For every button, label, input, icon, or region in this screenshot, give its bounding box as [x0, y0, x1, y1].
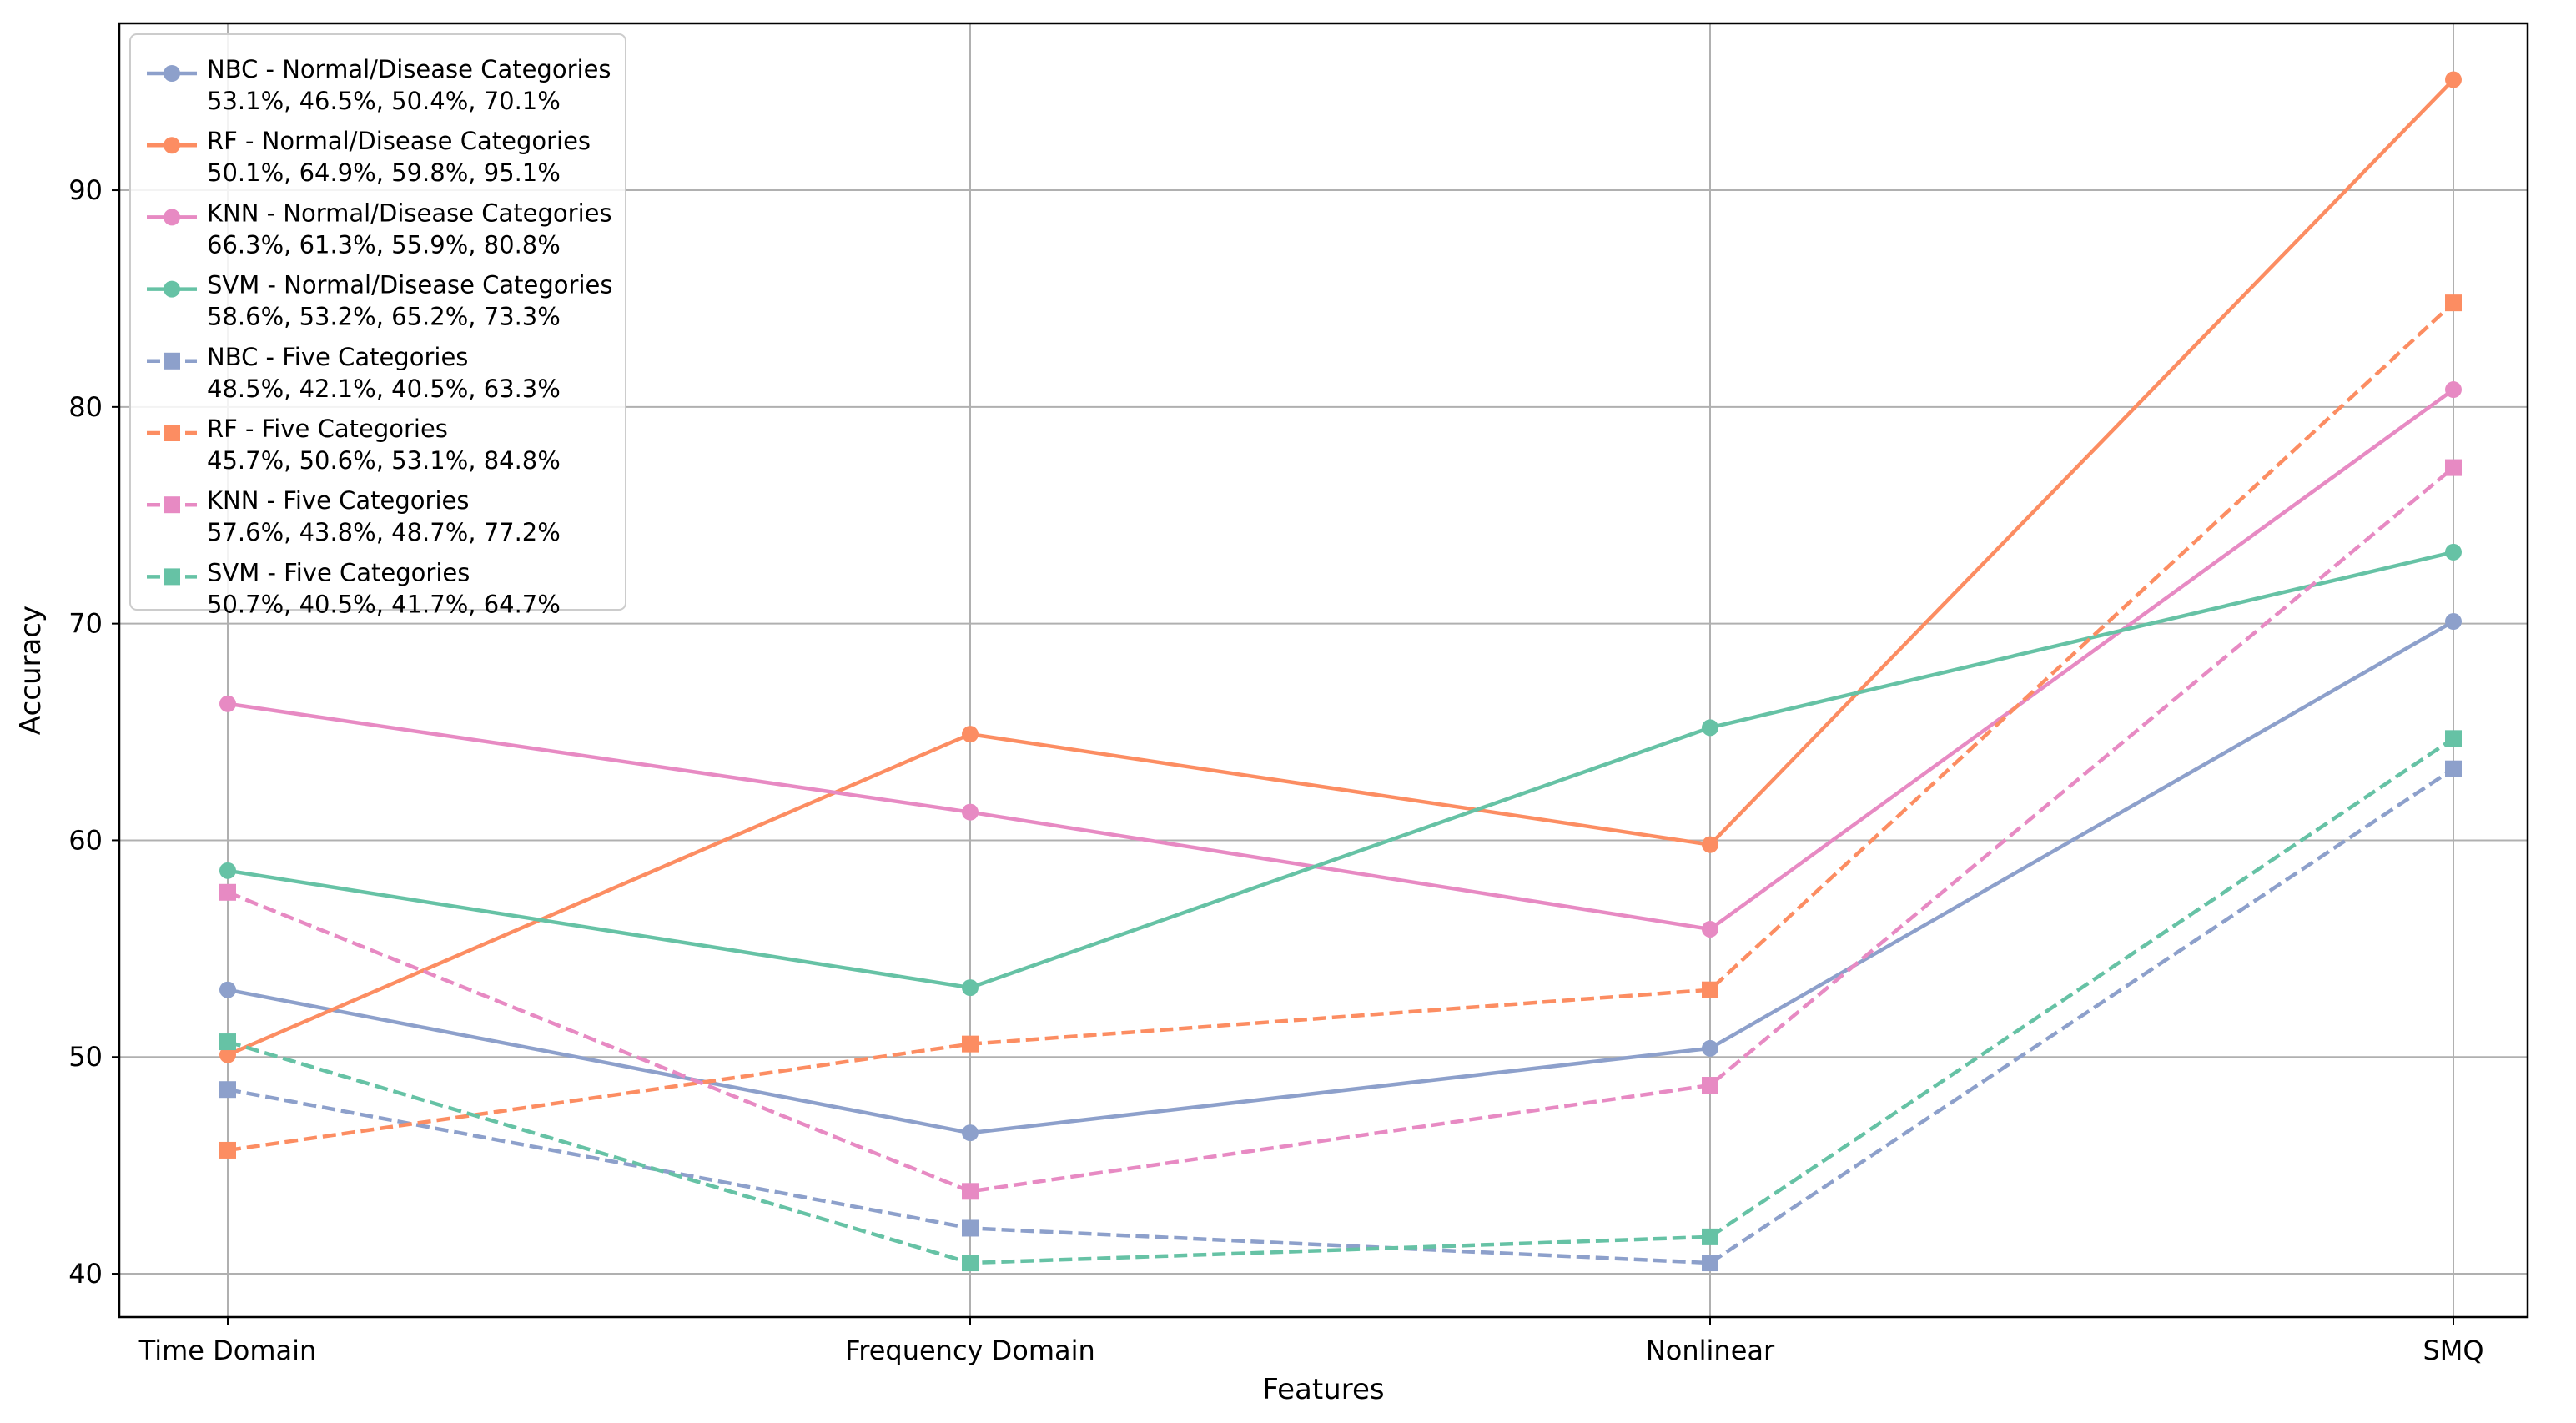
data-point: [1702, 719, 1718, 737]
data-point: [1702, 981, 1718, 998]
data-point: [219, 862, 236, 879]
data-point: [962, 1255, 979, 1272]
series-line: [227, 388, 2455, 932]
legend-entry: SVM - Five Categories 50.7%, 40.5%, 41.7%…: [147, 558, 561, 618]
series-4: [219, 543, 2462, 997]
data-point: [2445, 459, 2462, 476]
series-line: [227, 620, 2455, 1135]
legend-values: 57.6%, 43.8%, 48.7%, 77.2%: [207, 518, 561, 546]
series-1: [219, 613, 2462, 1142]
series-line: [227, 737, 2455, 1265]
data-point: [962, 1219, 979, 1237]
legend-circle-marker: [164, 137, 180, 154]
legend-entry: RF - Normal/Disease Categories 50.1%, 64.…: [147, 127, 591, 187]
legend-entry: RF - Five Categories 45.7%, 50.6%, 53.1%,…: [147, 415, 561, 475]
data-point: [2445, 760, 2462, 777]
y-axis-label: Accuracy: [14, 606, 48, 735]
series-8: [219, 730, 2462, 1272]
series-3: [219, 381, 2462, 938]
x-axis-label: Features: [1262, 1373, 1384, 1406]
legend-label: NBC - Normal/Disease Categories: [207, 55, 611, 83]
series-6: [219, 294, 2462, 1159]
legend-box: [129, 33, 626, 611]
legend: NBC - Normal/Disease Categories 53.1%, 46…: [129, 33, 626, 618]
legend-values: 58.6%, 53.2%, 65.2%, 73.3%: [207, 303, 561, 331]
y-tick-label: 70: [68, 608, 103, 640]
data-point: [962, 726, 979, 743]
y-tick-label: 80: [68, 391, 103, 423]
legend-entry: KNN - Five Categories 57.6%, 43.8%, 48.7%…: [147, 486, 561, 546]
legend-label: SVM - Five Categories: [207, 558, 470, 586]
x-tick-label: SMQ: [2423, 1335, 2483, 1366]
plot-frame: [118, 22, 2529, 1319]
tick-layer: Time Domain Frequency Domain Nonlinear SMQ 4…: [68, 174, 2483, 1366]
legend-label: KNN - Five Categories: [207, 486, 469, 515]
legend-circle-marker: [164, 65, 180, 82]
legend-square-marker: [164, 568, 180, 586]
data-point: [219, 981, 236, 998]
series-line: [227, 301, 2455, 1153]
legend-label: NBC - Five Categories: [207, 343, 468, 371]
data-point: [219, 1141, 236, 1159]
data-point: [1702, 836, 1718, 853]
data-point: [1702, 1039, 1718, 1057]
y-tick-label: 40: [68, 1258, 103, 1290]
data-point: [219, 1046, 236, 1063]
legend-square-marker: [164, 496, 180, 514]
data-point: [219, 1033, 236, 1051]
data-point: [2445, 381, 2462, 399]
series-line: [227, 465, 2455, 1194]
series-line: [227, 78, 2455, 1057]
data-point: [962, 1035, 979, 1053]
series-line: [227, 767, 2455, 1265]
y-tick-label: 60: [68, 824, 103, 856]
data-point: [219, 1081, 236, 1099]
data-point: [962, 803, 979, 821]
y-tick-label: 90: [68, 174, 103, 206]
legend-entry: NBC - Normal/Disease Categories 53.1%, 46…: [147, 55, 611, 115]
legend-square-marker: [164, 425, 180, 441]
legend-label: SVM - Normal/Disease Categories: [207, 271, 612, 299]
x-tick-label: Time Domain: [138, 1335, 317, 1366]
data-point: [219, 695, 236, 712]
legend-label: KNN - Normal/Disease Categories: [207, 199, 612, 227]
x-tick-label: Frequency Domain: [845, 1335, 1095, 1366]
data-point: [962, 979, 979, 997]
data-point: [2445, 613, 2462, 631]
legend-square-marker: [164, 352, 180, 370]
series-7: [219, 459, 2462, 1200]
data-point: [1702, 1228, 1718, 1245]
x-tick-label: Nonlinear: [1646, 1335, 1775, 1366]
series-line: [227, 550, 2454, 990]
data-point: [1702, 920, 1718, 938]
series-layer: [219, 71, 2462, 1272]
data-point: [2445, 71, 2462, 88]
legend-entry: SVM - Normal/Disease Categories 58.6%, 53…: [147, 271, 612, 331]
legend-circle-marker: [164, 209, 180, 226]
legend-values: 50.7%, 40.5%, 41.7%, 64.7%: [207, 590, 561, 618]
series-5: [219, 760, 2462, 1272]
data-point: [962, 1124, 979, 1142]
data-point: [1702, 1255, 1718, 1272]
series-2: [219, 71, 2462, 1063]
legend-label: RF - Normal/Disease Categories: [207, 127, 591, 155]
legend-values: 66.3%, 61.3%, 55.9%, 80.8%: [207, 230, 561, 259]
legend-circle-marker: [164, 280, 180, 298]
legend-values: 45.7%, 50.6%, 53.1%, 84.8%: [207, 446, 561, 475]
data-point: [219, 883, 236, 901]
legend-label: RF - Five Categories: [207, 415, 448, 443]
data-point: [962, 1183, 979, 1200]
data-point: [2445, 543, 2462, 561]
legend-entry: NBC - Five Categories 48.5%, 42.1%, 40.5%…: [147, 343, 561, 403]
data-point: [2445, 294, 2462, 312]
y-tick-label: 50: [68, 1041, 103, 1073]
legend-values: 50.1%, 64.9%, 59.8%, 95.1%: [207, 158, 561, 187]
data-point: [1702, 1077, 1718, 1094]
grid-layer: [119, 23, 2528, 1317]
data-point: [2445, 730, 2462, 747]
legend-entry: KNN - Normal/Disease Categories 66.3%, 61…: [147, 199, 612, 259]
legend-values: 53.1%, 46.5%, 50.4%, 70.1%: [207, 87, 561, 115]
legend-values: 48.5%, 42.1%, 40.5%, 63.3%: [207, 375, 561, 403]
